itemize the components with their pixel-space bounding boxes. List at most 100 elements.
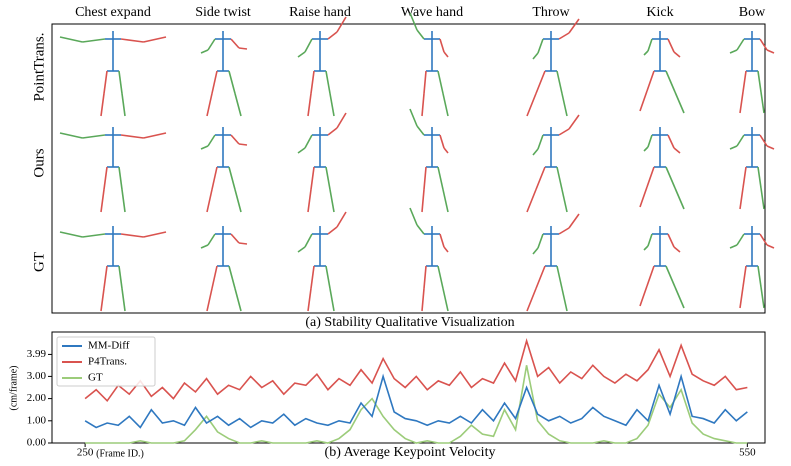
arm xyxy=(532,52,539,60)
leg xyxy=(228,265,236,289)
panel-frame xyxy=(51,23,766,314)
leg xyxy=(561,189,568,213)
y-axis-label: (cm/frame) xyxy=(8,366,19,411)
skeleton xyxy=(297,211,347,312)
arm xyxy=(759,134,768,147)
arm xyxy=(59,132,83,139)
arm xyxy=(336,211,347,228)
plot-frame xyxy=(51,331,766,444)
series-line xyxy=(84,338,748,403)
arm xyxy=(120,134,144,139)
skeleton xyxy=(297,16,347,117)
arm xyxy=(59,36,83,43)
column-label: Throw xyxy=(532,5,570,20)
leg xyxy=(307,288,312,312)
arm xyxy=(439,233,445,248)
leg xyxy=(437,265,444,289)
y-tick-label: 1.00 xyxy=(27,414,47,426)
column-label: Bow xyxy=(739,5,766,20)
arm xyxy=(143,231,167,238)
leg xyxy=(760,187,765,210)
leg xyxy=(100,288,105,312)
arm xyxy=(327,226,338,235)
leg xyxy=(121,189,126,213)
leg xyxy=(211,265,218,289)
arm xyxy=(643,245,649,251)
y-tick-label: 3.00 xyxy=(27,370,47,382)
leg xyxy=(742,70,747,93)
arm xyxy=(230,38,240,49)
arm xyxy=(327,31,338,40)
skeleton xyxy=(729,127,775,210)
column-label: Side twist xyxy=(195,5,251,20)
row-label: GT xyxy=(31,252,47,272)
arm xyxy=(667,38,675,53)
skeleton xyxy=(59,31,167,117)
leg xyxy=(423,70,427,94)
skeleton xyxy=(526,213,580,312)
leg xyxy=(103,166,108,190)
leg xyxy=(674,187,685,210)
legend-label: MM-Diff xyxy=(88,340,130,352)
x-tick-label: 550 xyxy=(739,447,756,459)
leg xyxy=(739,91,744,114)
arm xyxy=(766,145,775,150)
arm xyxy=(230,233,240,244)
leg xyxy=(646,70,655,92)
leg xyxy=(561,93,568,117)
leg xyxy=(307,189,312,213)
arm xyxy=(736,233,745,246)
arm xyxy=(439,38,445,53)
arm xyxy=(200,244,209,249)
leg xyxy=(739,286,744,309)
arm xyxy=(120,233,144,238)
arm xyxy=(647,134,653,148)
leg xyxy=(757,70,762,93)
leg xyxy=(100,93,105,117)
arm xyxy=(439,134,445,149)
leg xyxy=(325,70,331,94)
arm xyxy=(336,112,347,129)
arm xyxy=(416,224,425,235)
leg xyxy=(535,265,546,289)
leg xyxy=(310,166,315,190)
leg xyxy=(526,189,537,213)
leg xyxy=(228,70,236,94)
leg xyxy=(307,93,312,117)
arm xyxy=(207,134,216,147)
arm xyxy=(143,132,167,139)
leg xyxy=(206,189,213,213)
skeleton xyxy=(409,207,449,312)
arm xyxy=(673,51,681,58)
x-tick-label: 250 xyxy=(77,447,94,459)
arm xyxy=(59,231,83,238)
leg xyxy=(423,166,427,190)
leg xyxy=(234,288,242,312)
arm xyxy=(143,36,167,43)
y-tick-label: 0.00 xyxy=(27,437,47,449)
arm xyxy=(409,108,418,127)
leg xyxy=(646,166,655,188)
arm xyxy=(120,38,144,43)
leg xyxy=(437,166,444,190)
column-label: Chest expand xyxy=(75,5,151,20)
arm xyxy=(537,38,544,54)
leg xyxy=(526,288,537,312)
arm xyxy=(82,233,106,238)
leg xyxy=(674,91,685,114)
skeleton xyxy=(729,31,775,114)
leg xyxy=(665,166,676,189)
arm xyxy=(297,246,306,253)
leg xyxy=(421,93,425,117)
arm xyxy=(207,38,216,51)
leg xyxy=(757,265,762,288)
arm xyxy=(304,38,313,53)
skeleton xyxy=(639,31,685,114)
arm xyxy=(297,51,306,58)
arm xyxy=(336,16,347,33)
column-label: Kick xyxy=(646,5,673,20)
leg xyxy=(535,166,546,190)
leg xyxy=(234,93,242,117)
leg xyxy=(674,286,685,309)
skeleton xyxy=(297,112,347,213)
